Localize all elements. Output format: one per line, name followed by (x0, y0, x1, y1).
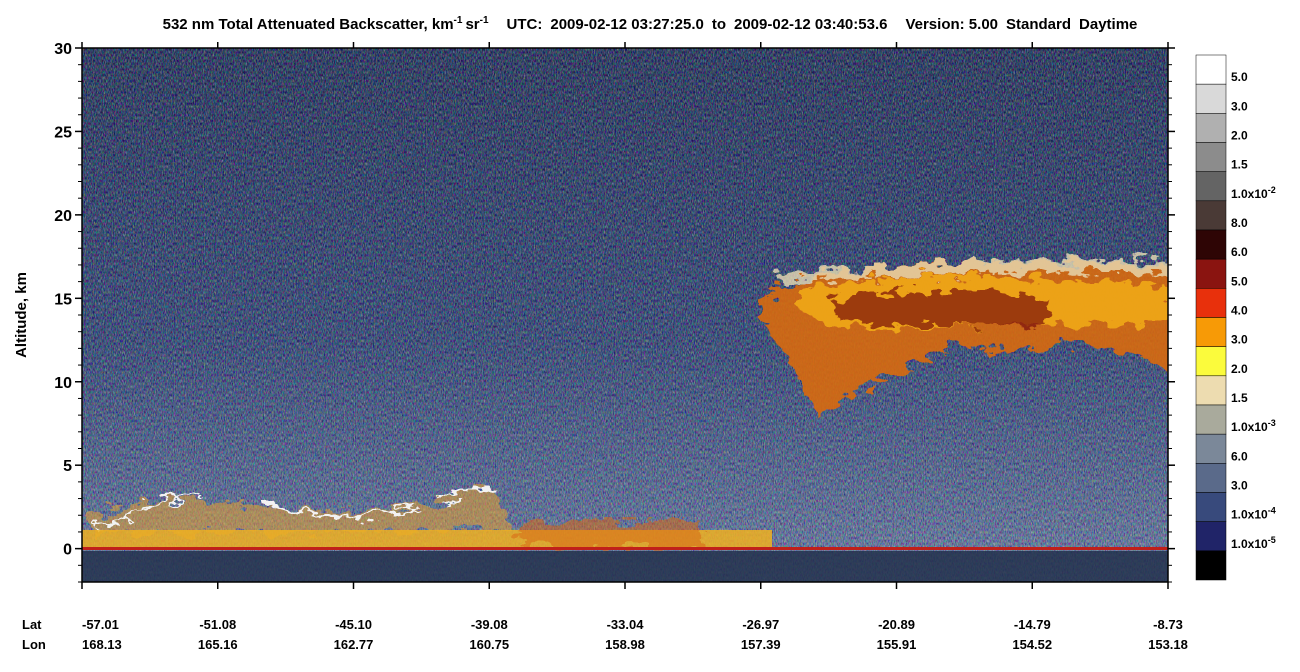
colorbar-swatch (1195, 550, 1227, 581)
colorbar-label: 1.0x10-5 (1231, 535, 1276, 551)
y-tick-label: 10 (54, 375, 72, 392)
colorbar-swatch (1195, 288, 1227, 318)
colorbar-swatch (1195, 171, 1227, 202)
colorbar-label: 1.0x10-3 (1231, 418, 1276, 434)
colorbar-label: 5.0 (1231, 70, 1248, 84)
y-tick-label: 30 (54, 41, 72, 58)
colorbar-swatch (1195, 142, 1227, 172)
lat-tick-label: -20.89 (878, 617, 915, 632)
colorbar-label: 2.0 (1231, 129, 1248, 143)
lat-tick-label: -8.73 (1153, 617, 1183, 632)
lon-label: Lon (22, 637, 46, 652)
colorbar-label: 3.0 (1231, 99, 1248, 113)
colorbar-swatch (1195, 229, 1227, 260)
colorbar-label: 6.0 (1231, 449, 1248, 463)
colorbar-swatch (1195, 258, 1227, 289)
lon-tick-label: 168.13 (82, 637, 122, 652)
colorbar-swatch (1195, 492, 1227, 522)
y-tick-label: 0 (63, 542, 72, 559)
colorbar-label: 1.5 (1231, 158, 1248, 172)
lat-tick-label: -26.97 (742, 617, 779, 632)
backscatter-curtain (82, 48, 1168, 582)
lon-tick-label: 154.52 (1012, 637, 1052, 652)
lon-tick-label: 157.39 (741, 637, 781, 652)
lat-tick-label: -33.04 (607, 617, 645, 632)
colorbar-label: 2.0 (1231, 362, 1248, 376)
y-tick-label: 5 (63, 458, 72, 475)
lon-tick-label: 162.77 (334, 637, 374, 652)
y-tick-label: 20 (54, 208, 72, 225)
lon-tick-label: 160.75 (469, 637, 509, 652)
lon-tick-label: 153.18 (1148, 637, 1188, 652)
lat-label: Lat (22, 617, 42, 632)
lat-tick-label: -39.08 (471, 617, 508, 632)
y-tick-label: 15 (54, 291, 72, 308)
colorbar-swatch (1195, 54, 1227, 85)
colorbar-label: 3.0 (1231, 333, 1248, 347)
chart-title: 532 nm Total Attenuated Backscatter, km-… (163, 15, 1138, 33)
colorbar-label: 6.0 (1231, 245, 1248, 259)
colorbar-swatch (1195, 521, 1227, 552)
lon-tick-label: 165.16 (198, 637, 238, 652)
colorbar-swatch (1195, 200, 1227, 231)
y-tick-label: 25 (54, 124, 72, 141)
colorbar-label: 4.0 (1231, 304, 1248, 318)
lon-tick-label: 155.91 (877, 637, 917, 652)
colorbar-label: 1.5 (1231, 391, 1248, 405)
lat-tick-label: -45.10 (335, 617, 372, 632)
colorbar-label: 8.0 (1231, 216, 1248, 230)
colorbar-swatch (1195, 375, 1227, 406)
lon-tick-label: 158.98 (605, 637, 645, 652)
colorbar-swatch (1195, 404, 1227, 435)
colorbar-swatch (1195, 317, 1227, 347)
y-axis-label: Altitude, km (13, 272, 30, 358)
lat-tick-label: -57.01 (82, 617, 119, 632)
lat-tick-label: -51.08 (199, 617, 236, 632)
colorbar-label: 3.0 (1231, 479, 1248, 493)
colorbar-swatch (1195, 113, 1227, 143)
colorbar-swatch (1195, 83, 1227, 114)
lat-tick-label: -14.79 (1014, 617, 1051, 632)
colorbar-label: 5.0 (1231, 274, 1248, 288)
colorbar-label: 1.0x10-4 (1231, 506, 1276, 522)
colorbar-swatch (1195, 463, 1227, 493)
colorbar-swatch (1195, 433, 1227, 464)
colorbar-label: 1.0x10-2 (1231, 185, 1276, 201)
colorbar-swatch (1195, 346, 1227, 377)
